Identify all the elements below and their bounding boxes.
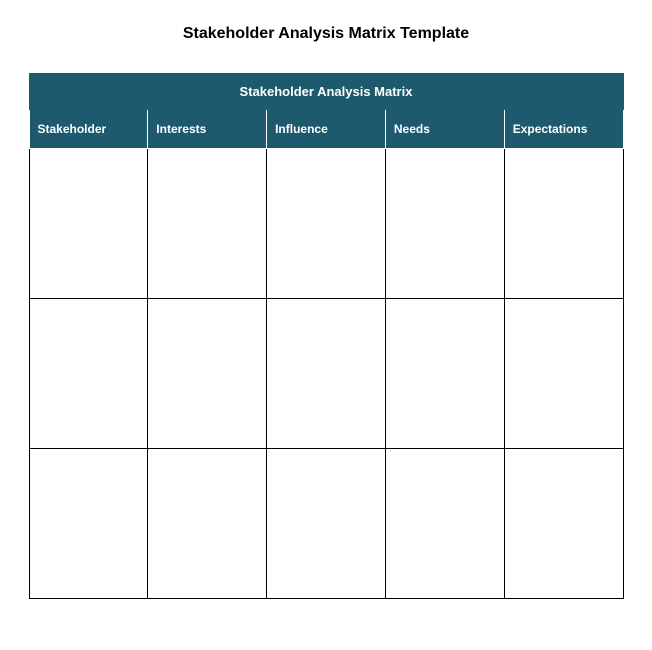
- table-cell[interactable]: [267, 299, 386, 449]
- table-cell[interactable]: [385, 149, 504, 299]
- table-cell[interactable]: [148, 449, 267, 599]
- table-cell[interactable]: [148, 299, 267, 449]
- column-header-expectations: Expectations: [504, 110, 623, 149]
- matrix-table-container: Stakeholder Analysis Matrix Stakeholder …: [29, 73, 624, 599]
- table-row: [29, 449, 623, 599]
- table-cell[interactable]: [504, 149, 623, 299]
- column-header-influence: Influence: [267, 110, 386, 149]
- table-title-row: Stakeholder Analysis Matrix: [29, 74, 623, 110]
- table-cell[interactable]: [29, 449, 148, 599]
- table-row: [29, 299, 623, 449]
- table-cell[interactable]: [148, 149, 267, 299]
- table-cell[interactable]: [385, 299, 504, 449]
- table-cell[interactable]: [29, 299, 148, 449]
- table-cell[interactable]: [29, 149, 148, 299]
- column-header-interests: Interests: [148, 110, 267, 149]
- table-row: [29, 149, 623, 299]
- stakeholder-matrix-table: Stakeholder Analysis Matrix Stakeholder …: [29, 73, 624, 599]
- table-title: Stakeholder Analysis Matrix: [29, 74, 623, 110]
- column-header-stakeholder: Stakeholder: [29, 110, 148, 149]
- table-cell[interactable]: [385, 449, 504, 599]
- table-cell[interactable]: [267, 149, 386, 299]
- table-header-row: Stakeholder Interests Influence Needs Ex…: [29, 110, 623, 149]
- table-cell[interactable]: [504, 449, 623, 599]
- table-cell[interactable]: [504, 299, 623, 449]
- page-title: Stakeholder Analysis Matrix Template: [0, 25, 652, 43]
- table-cell[interactable]: [267, 449, 386, 599]
- column-header-needs: Needs: [385, 110, 504, 149]
